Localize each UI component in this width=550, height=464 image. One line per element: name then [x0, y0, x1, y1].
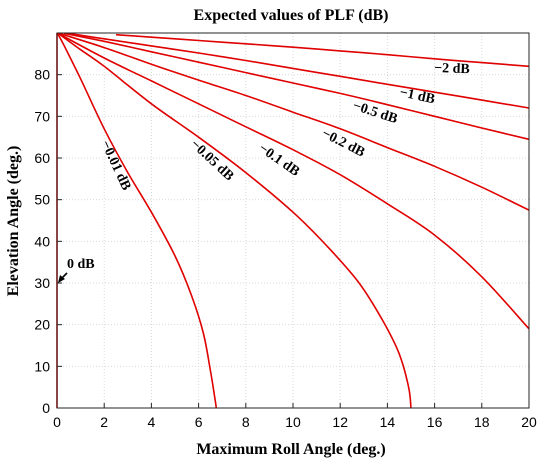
contour-label-5: −0.5 dB — [351, 99, 399, 128]
annotations: 0 dB−0.01 dB −0.05 dB −0.1 dB −0.2 dB−0.5 d… — [58, 61, 470, 283]
ticks: 0 2 4 6 8 10 12 14 16 18 20 0 10 20 30 40 50 60 70 80 — [34, 67, 537, 430]
x-axis-label: Maximum Roll Angle (deg.) — [196, 441, 385, 458]
x-tick-label: 10 — [285, 414, 301, 430]
x-tick-label: 20 — [521, 414, 537, 430]
y-tick-label: 60 — [34, 150, 50, 166]
y-tick-label: 50 — [34, 192, 50, 208]
chart-title: Expected values of PLF (dB) — [194, 7, 389, 24]
contour-line-6 — [68, 32, 530, 109]
y-tick-label: 80 — [34, 67, 50, 83]
x-tick-label: 2 — [100, 414, 108, 430]
x-tick-label: 12 — [332, 414, 348, 430]
y-axis-label: Elevation Angle (deg.) — [5, 146, 22, 297]
contour-label-6: −1 dB — [398, 85, 436, 107]
contour-label-1: −0.01 dB — [97, 138, 133, 192]
contour-label-3: −0.1 dB — [256, 141, 302, 180]
contour-line-5 — [63, 32, 530, 141]
x-tick-label: 14 — [380, 414, 396, 430]
y-tick-label: 10 — [34, 358, 50, 374]
contour-label-4: −0.2 dB — [319, 126, 367, 160]
y-tick-label: 40 — [34, 233, 50, 249]
x-tick-label: 6 — [195, 414, 203, 430]
y-tick-label: 0 — [42, 400, 50, 416]
x-tick-label: 4 — [148, 414, 156, 430]
contour-line-1 — [56, 33, 218, 409]
x-tick-label: 18 — [474, 414, 490, 430]
y-tick-label: 30 — [34, 275, 50, 291]
y-tick-label: 70 — [34, 108, 50, 124]
contour-label-0: 0 dB — [67, 257, 95, 272]
contour-line-7 — [115, 33, 530, 68]
grid — [56, 33, 530, 409]
contour-label-7: −2 dB — [434, 61, 470, 77]
contour-line-4 — [59, 32, 530, 211]
y-tick-label: 20 — [34, 317, 50, 333]
contour-line-2 — [57, 32, 412, 409]
x-tick-label: 0 — [53, 414, 61, 430]
x-tick-label: 16 — [427, 414, 443, 430]
contour-line-3 — [57, 32, 530, 330]
x-tick-label: 8 — [242, 414, 250, 430]
zero-db-arrow-head — [58, 275, 65, 283]
